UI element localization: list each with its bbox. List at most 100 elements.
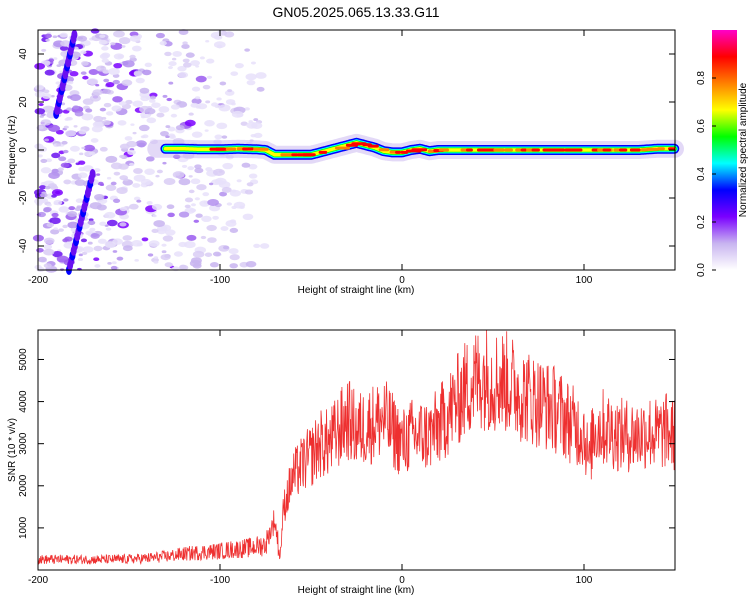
heatmap-cell <box>193 219 200 223</box>
heatmap-cell <box>149 98 156 103</box>
heatmap-cell <box>147 253 154 257</box>
heatmap-cell <box>76 205 82 209</box>
heatmap-cell <box>167 66 173 70</box>
y-tick-label: 0 <box>18 147 29 153</box>
heatmap-cell <box>50 228 60 235</box>
heatmap-cell <box>186 234 197 241</box>
heatmap-cell <box>62 149 69 154</box>
heatmap-cell <box>160 131 169 137</box>
heatmap-cell <box>98 39 108 45</box>
heatmap-cell <box>99 53 109 60</box>
heatmap-cell <box>205 40 210 43</box>
heatmap-cell <box>231 110 244 118</box>
heatmap-cell <box>60 40 71 47</box>
heatmap-cell <box>163 177 176 185</box>
heatmap-cell <box>219 191 227 197</box>
heatmap-cell <box>56 255 69 263</box>
heatmap-cell <box>111 261 117 265</box>
heatmap-cell <box>212 168 225 176</box>
heatmap-cell <box>37 211 46 218</box>
heatmap-cell <box>128 203 139 210</box>
heatmap-cell <box>78 253 83 257</box>
heatmap-cell <box>213 41 226 49</box>
heatmap-cell <box>212 251 222 257</box>
heatmap-cell <box>195 75 207 83</box>
heatmap-cell <box>90 138 99 143</box>
heatmap-cell <box>43 207 51 213</box>
heatmap-cell <box>45 38 51 42</box>
spectrogram-noise-layer <box>32 28 270 275</box>
heatmap-cell <box>255 72 267 79</box>
heatmap-cell <box>90 28 100 34</box>
heatmap-cell <box>84 150 93 157</box>
heatmap-cell <box>219 81 227 86</box>
heatmap-cell <box>34 84 44 91</box>
heatmap-cell <box>40 119 52 126</box>
heatmap-cell <box>77 172 88 179</box>
heatmap-cell <box>83 144 95 152</box>
colorbar-label: Normalized spectral amplitude <box>738 82 749 217</box>
heatmap-cell <box>222 245 230 250</box>
heatmap-cell <box>221 135 228 139</box>
heatmap-cell <box>190 60 201 66</box>
heatmap-cell <box>119 206 128 212</box>
heatmap-cell <box>195 213 203 218</box>
heatmap-cell <box>234 62 244 69</box>
heatmap-cell <box>121 45 126 48</box>
heatmap-cell <box>36 146 48 153</box>
heatmap-cell <box>53 199 63 206</box>
heatmap-cell <box>62 224 68 229</box>
heatmap-cell <box>194 164 202 169</box>
heatmap-cell <box>74 179 86 186</box>
heatmap-cell <box>119 143 130 150</box>
heatmap-cell <box>108 67 120 75</box>
heatmap-cell <box>58 156 67 162</box>
heatmap-cell <box>155 32 165 39</box>
heatmap-cell <box>43 244 53 250</box>
heatmap-cell <box>146 201 153 205</box>
heatmap-cell <box>194 167 204 174</box>
heatmap-cell <box>149 95 157 100</box>
heatmap-cell <box>153 260 158 264</box>
heatmap-cell <box>196 184 207 191</box>
heatmap-cell <box>172 51 182 57</box>
heatmap-cell <box>94 194 105 201</box>
y-tick-label: 1000 <box>18 516 29 539</box>
heatmap-cell <box>53 227 58 231</box>
heatmap-cell <box>178 211 190 218</box>
spectrogram-signal-layer <box>147 133 684 164</box>
heatmap-cell <box>144 62 152 68</box>
heatmap-cell <box>168 81 174 85</box>
heatmap-cell <box>191 86 201 92</box>
heatmap-cell <box>148 240 160 247</box>
heatmap-cell <box>69 71 79 77</box>
snr-series-line <box>37 330 676 566</box>
heatmap-cell <box>230 71 239 76</box>
heatmap-cell <box>137 142 146 148</box>
heatmap-cell <box>58 228 64 232</box>
heatmap-cell <box>164 51 172 57</box>
heatmap-cell <box>112 96 123 103</box>
heatmap-cell <box>178 29 189 35</box>
heatmap-cell <box>151 228 159 233</box>
heatmap-cell <box>119 154 125 159</box>
heatmap-cell <box>133 168 143 174</box>
heatmap-cell <box>67 158 76 164</box>
heatmap-cell <box>123 178 129 182</box>
heatmap-cell <box>129 35 141 42</box>
heatmap-cell <box>214 134 223 140</box>
heatmap-cell <box>72 105 80 110</box>
y-tick-label: 4000 <box>18 390 29 413</box>
heatmap-cell <box>129 54 136 59</box>
heatmap-cell <box>113 171 121 176</box>
heatmap-cell <box>99 221 107 227</box>
heatmap-cell <box>50 94 55 98</box>
heatmap-cell <box>90 233 100 239</box>
heatmap-cell <box>36 247 44 253</box>
heatmap-cell <box>197 103 208 110</box>
heatmap-cell <box>44 138 50 142</box>
heatmap-cell <box>110 181 117 186</box>
heatmap-cell <box>218 104 231 112</box>
heatmap-cell <box>53 57 58 60</box>
